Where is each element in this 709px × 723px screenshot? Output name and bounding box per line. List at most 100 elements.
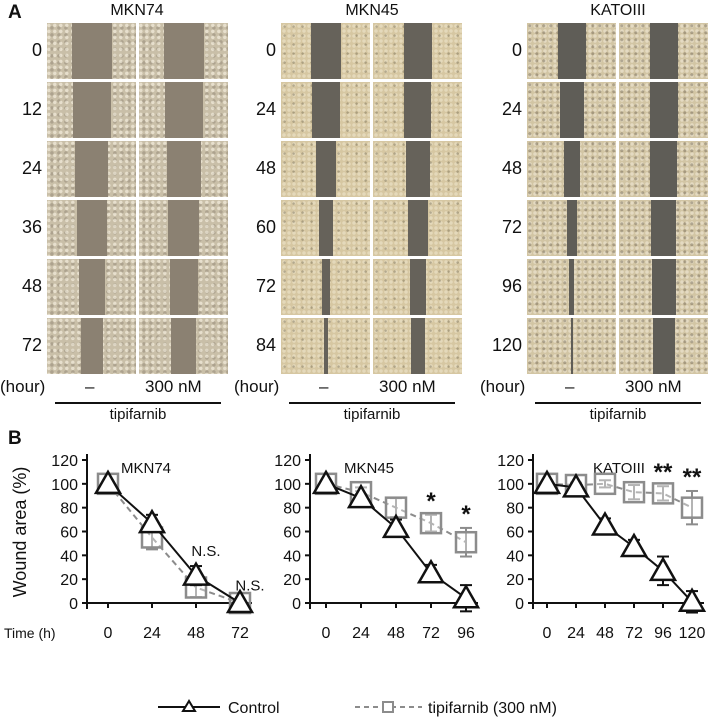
micrograph-tipifarnib	[619, 259, 708, 315]
triangle-marker	[93, 469, 123, 495]
y-tick-label: 120	[274, 453, 301, 470]
micrograph-tipifarnib	[139, 23, 228, 79]
timepoint-label: 84	[255, 335, 276, 355]
micrograph-control	[527, 141, 616, 197]
wound-gap	[649, 82, 678, 138]
wound-gap	[310, 23, 341, 79]
micrograph-tipifarnib	[619, 141, 708, 197]
micrograph-tipifarnib	[373, 200, 462, 256]
legend-square-icon	[382, 701, 394, 713]
square-marker	[454, 530, 478, 554]
micrograph-tipifarnib	[619, 200, 708, 256]
wound-gap	[71, 23, 112, 79]
triangle-marker	[137, 508, 167, 534]
triangle-marker	[451, 583, 481, 609]
timepoint-label: 36	[21, 217, 42, 237]
wound-gap	[559, 82, 584, 138]
micrograph-tipifarnib	[373, 23, 462, 79]
triangle-marker	[225, 588, 255, 614]
wound-gap	[72, 82, 111, 138]
wound-gap	[569, 259, 574, 315]
timepoint-label: 12	[21, 99, 42, 119]
control-label: –	[85, 377, 95, 396]
panel-b-charts: 0 20 40 60 80 100 120 0 24 48 72 MKN74 N.S. N.S. 0 20 40…	[4, 453, 707, 717]
x-tick-label: 24	[143, 625, 161, 642]
triangle-marker	[346, 483, 376, 509]
x-tick-label: 0	[543, 625, 552, 642]
x-tick-label: 72	[625, 625, 643, 642]
cell-line-title: KATOIII	[590, 2, 646, 19]
timepoint-label: 48	[255, 158, 276, 178]
micrograph-control	[47, 318, 136, 374]
wound-gap	[168, 200, 199, 256]
timepoint-label: 24	[255, 99, 276, 119]
x-tick-label: 120	[679, 625, 706, 642]
x-tick-label: 0	[322, 625, 331, 642]
panel-a-label: A	[8, 2, 22, 23]
x-tick-label: 96	[457, 625, 475, 642]
drug-label: tipifarnib	[109, 406, 167, 423]
dose-label: 300 nM	[625, 377, 682, 396]
control-label: –	[565, 377, 575, 396]
control-label: –	[319, 377, 329, 396]
micrograph-control	[281, 259, 370, 315]
timepoint-label: 48	[501, 158, 522, 178]
y-tick-label: 80	[60, 501, 78, 518]
micrograph-control	[281, 141, 370, 197]
triangle-marker	[590, 511, 620, 536]
wound-gap	[75, 141, 108, 197]
micrograph-control	[281, 82, 370, 138]
timepoint-label: 72	[21, 335, 42, 355]
micrograph-control	[281, 318, 370, 374]
wound-gap	[166, 141, 201, 197]
timepoint-label: 24	[501, 99, 522, 119]
triangle-marker	[311, 469, 341, 495]
chart-title: MKN45	[344, 460, 394, 477]
micrograph-tipifarnib	[619, 82, 708, 138]
wound-gap	[163, 23, 204, 79]
significance-label: N.S.	[191, 543, 220, 560]
square-marker	[419, 511, 443, 535]
x-tick-label: 24	[352, 625, 370, 642]
x-tick-label: 0	[104, 625, 113, 642]
micrograph-control	[47, 23, 136, 79]
timepoint-label: 0	[511, 40, 522, 60]
significance-label: **	[683, 464, 702, 491]
hour-unit-label: (hour)	[480, 377, 526, 396]
wound-gap	[407, 200, 428, 256]
micrograph-control	[47, 259, 136, 315]
triangle-marker	[648, 556, 678, 582]
chart-title: MKN74	[121, 460, 171, 477]
x-tick-label: 48	[596, 625, 614, 642]
wound-gap	[321, 259, 330, 315]
significance-label: N.S.	[235, 578, 264, 595]
significance-label: *	[426, 488, 436, 515]
micrograph-tipifarnib	[373, 141, 462, 197]
micrograph-tipifarnib	[619, 318, 708, 374]
x-tick-label: 96	[654, 625, 672, 642]
y-axis-label: Wound area (%)	[10, 467, 30, 598]
wound-gap	[80, 318, 103, 374]
y-tick-label: 60	[283, 525, 301, 542]
triangle-marker	[561, 472, 591, 498]
timepoint-label: 0	[265, 40, 276, 60]
legend-triangle-icon	[181, 699, 197, 712]
treatment-bracket	[535, 402, 701, 404]
micrograph-tipifarnib	[139, 141, 228, 197]
y-tick-label: 120	[497, 453, 524, 470]
significance-label: **	[654, 459, 673, 486]
wound-gap	[410, 318, 425, 374]
wound-gap	[164, 82, 203, 138]
y-tick-label: 20	[283, 572, 301, 589]
micrograph-control	[527, 200, 616, 256]
triangle-marker	[416, 558, 446, 584]
y-tick-label: 100	[497, 477, 524, 494]
wound-gap	[563, 141, 580, 197]
x-axis-label: Time (h)	[4, 625, 56, 641]
micrograph-control	[527, 82, 616, 138]
micrograph-control	[527, 23, 616, 79]
y-tick-label: 0	[292, 596, 301, 613]
y-tick-label: 20	[506, 572, 524, 589]
drug-label: tipifarnib	[343, 406, 401, 423]
y-tick-label: 20	[60, 572, 78, 589]
